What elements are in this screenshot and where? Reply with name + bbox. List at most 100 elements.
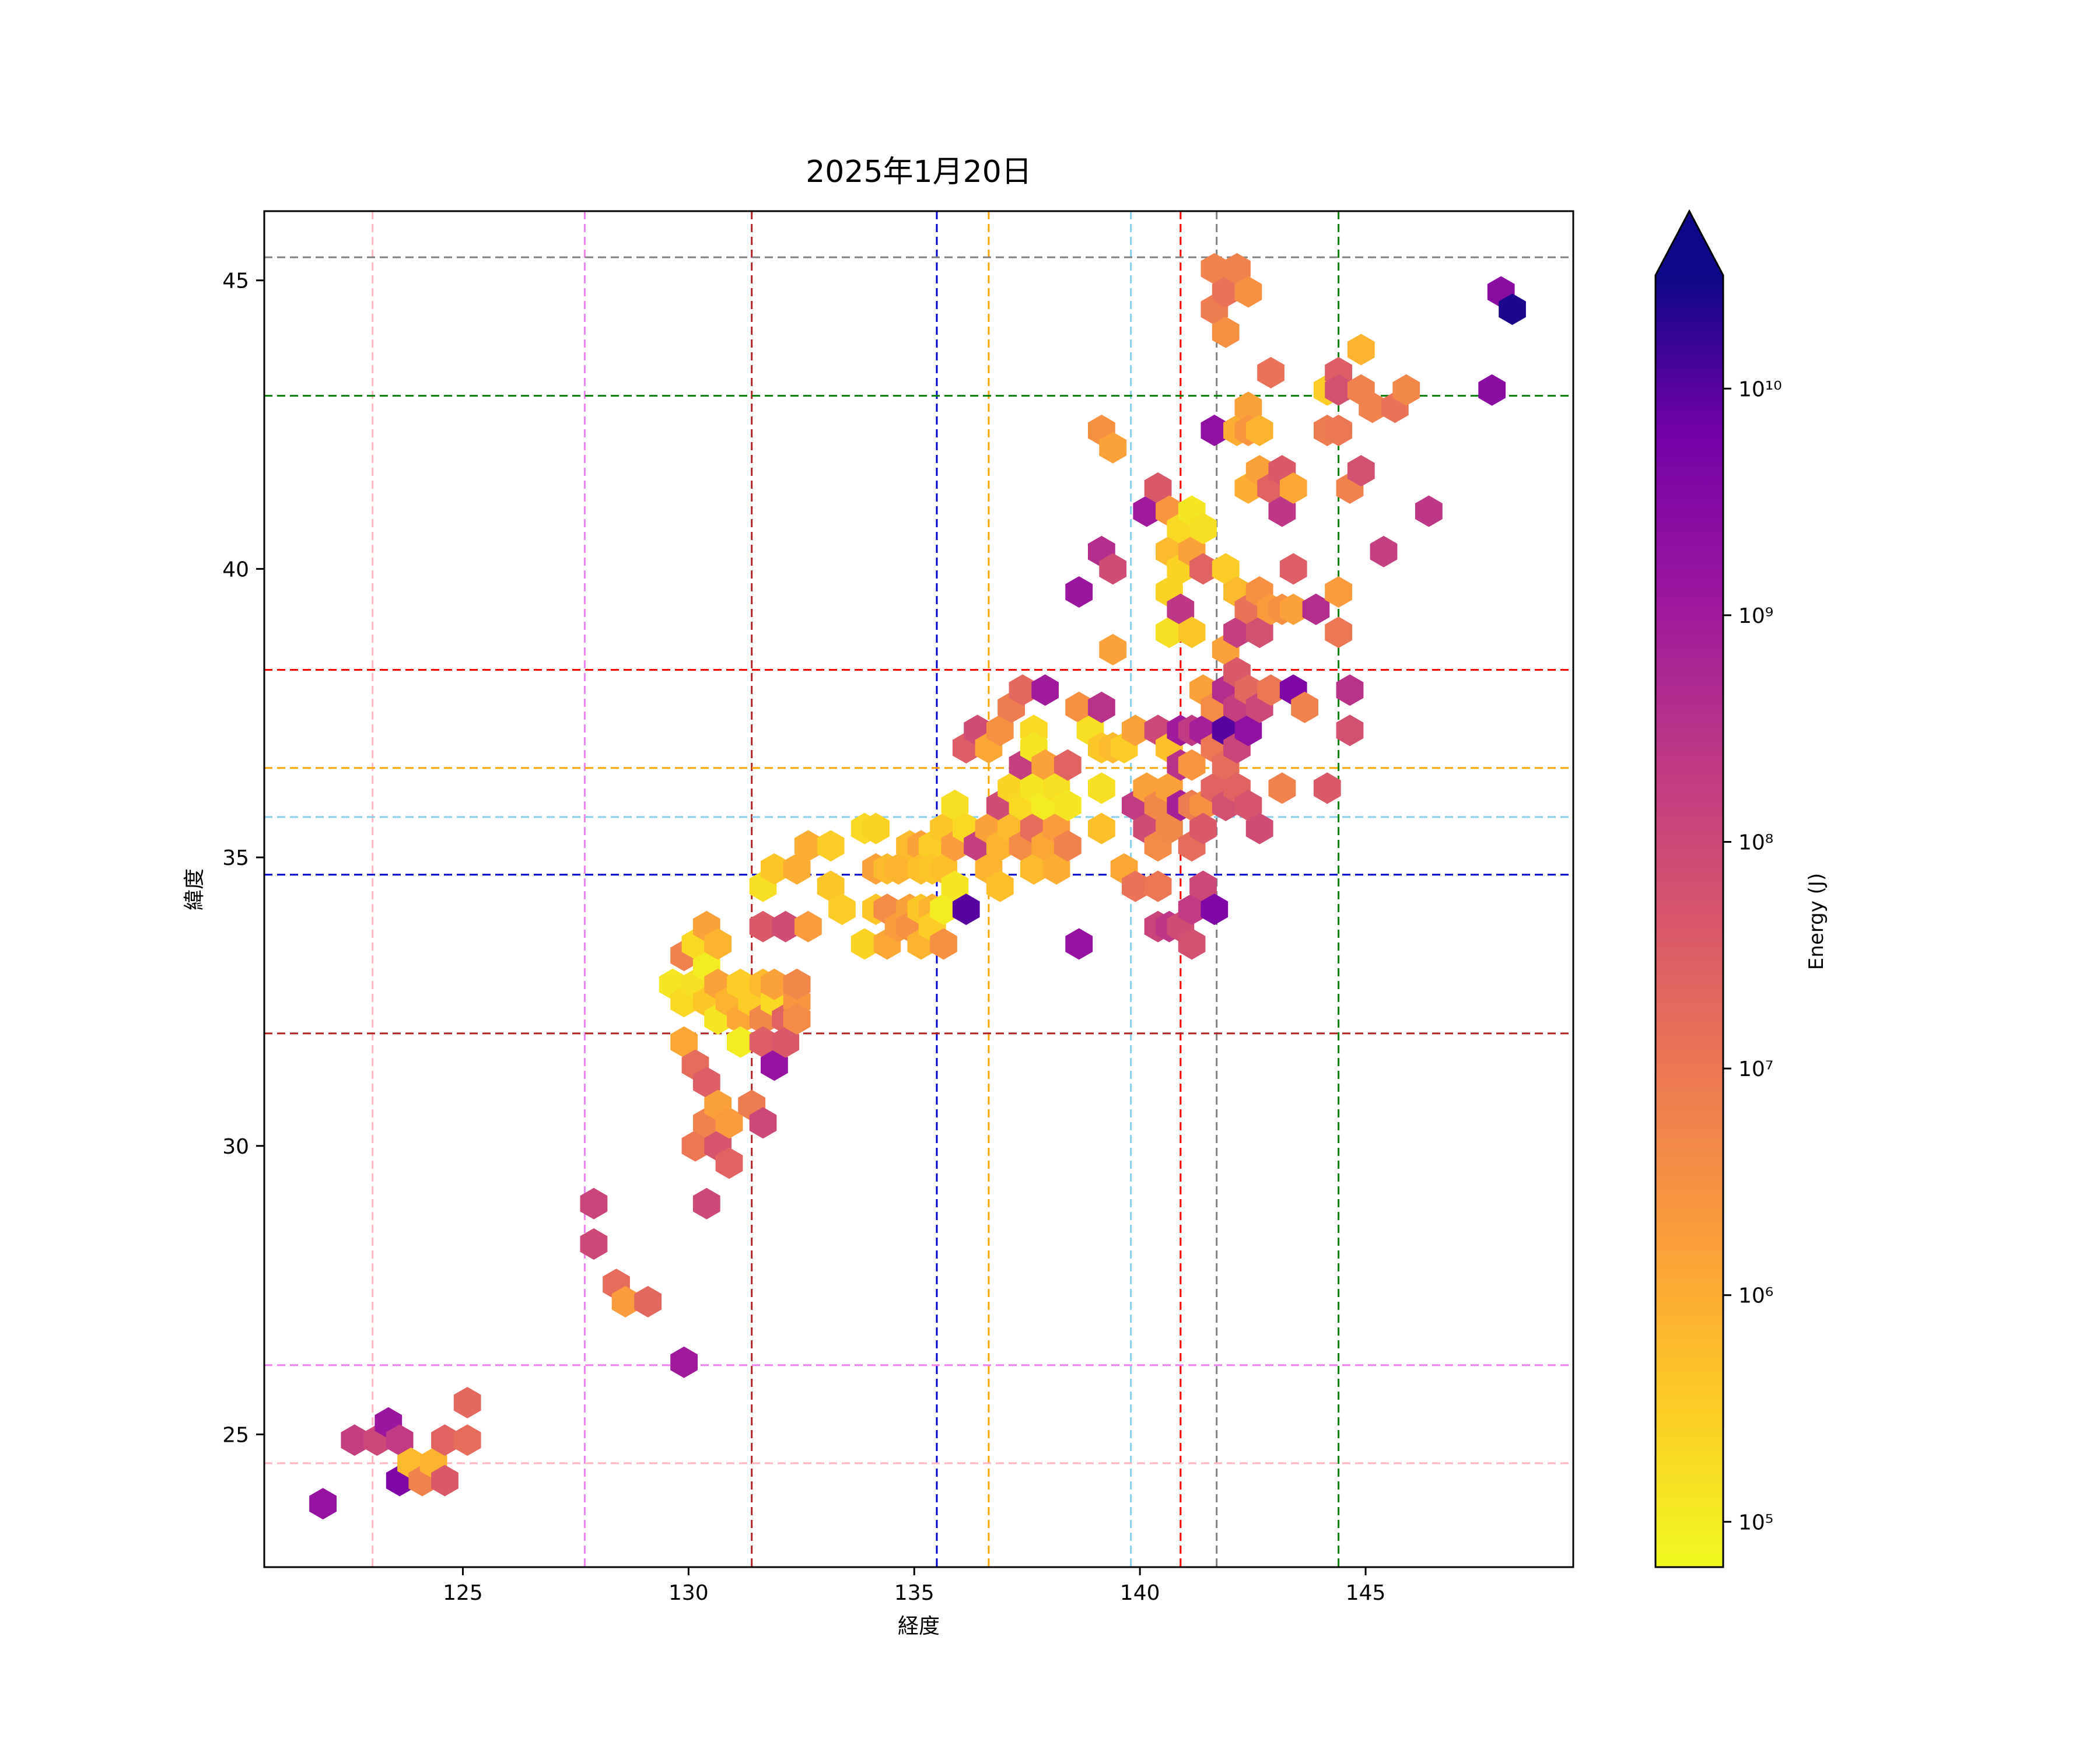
hex-cell-1	[341, 1424, 369, 1456]
x-tick-label-2: 135	[894, 1581, 935, 1605]
hex-cell-111	[1009, 674, 1037, 706]
hex-cell-119	[1020, 853, 1048, 885]
hex-cell-62	[783, 853, 811, 885]
hex-cell-254	[1359, 391, 1386, 423]
hex-cell-247	[1325, 616, 1352, 649]
hex-cell-54	[761, 968, 788, 1000]
hex-cell-93	[941, 790, 969, 821]
y-tick-label-1: 30	[222, 1135, 249, 1159]
hex-cell-48	[749, 1026, 777, 1058]
hex-cell-251	[1347, 334, 1375, 366]
hex-cell-57	[772, 1026, 800, 1058]
hex-cell-250	[1336, 714, 1364, 747]
hex-cell-156	[1144, 870, 1172, 902]
hex-cell-14	[580, 1228, 608, 1260]
hex-cell-258	[1415, 495, 1443, 527]
y-tick-label-2: 35	[222, 846, 249, 870]
y-axis-label: 緯度	[183, 868, 206, 910]
hex-cell-0	[309, 1488, 337, 1520]
hex-cell-168	[1167, 593, 1195, 625]
hex-cell-177	[1178, 749, 1206, 781]
hex-cell-140	[1099, 432, 1127, 464]
hex-cell-50	[749, 910, 777, 942]
hex-cell-128	[1054, 790, 1082, 821]
hex-cell-182	[1189, 513, 1217, 545]
hex-cell-127	[1054, 749, 1082, 781]
hex-cell-236	[1279, 593, 1307, 625]
hex-cell-218	[1234, 714, 1262, 747]
hex-cell-132	[1065, 928, 1093, 960]
hex-cell-91	[930, 893, 957, 926]
hex-cell-66	[817, 870, 845, 902]
hex-cell-229	[1257, 674, 1284, 706]
hex-cell-129	[1054, 830, 1082, 862]
hex-cell-196	[1212, 276, 1240, 308]
colorbar-tick-label-3: 10⁸	[1738, 831, 1773, 854]
y-axis: 25 30 35 40 45	[222, 269, 264, 1447]
hex-cell-225	[1245, 812, 1273, 845]
hex-cell-39	[715, 1107, 743, 1139]
hex-cell-10	[431, 1424, 459, 1456]
hex-cell-219	[1234, 790, 1262, 821]
hex-cell-17	[634, 1285, 662, 1317]
hex-cell-161	[1156, 616, 1183, 649]
hex-cell-245	[1325, 415, 1352, 446]
hex-cell-242	[1313, 772, 1341, 804]
hex-cell-33	[704, 928, 732, 960]
hex-cell-195	[1200, 893, 1228, 926]
hex-cell-55	[761, 853, 788, 885]
x-axis: 125 130 135 140 145	[443, 1567, 1385, 1605]
colorbar-tick-label-0: 10⁵	[1738, 1511, 1773, 1534]
hex-cell-261	[1499, 293, 1526, 325]
colorbar-ticks: 10⁵ 10⁶ 10⁷ 10⁸ 10⁹ 10¹⁰	[1723, 377, 1782, 1534]
hex-cell-92	[930, 928, 957, 960]
hexbin-cells	[309, 253, 1526, 1520]
plot-frame	[263, 210, 1574, 1568]
hex-cell-65	[817, 830, 845, 862]
x-tick-label-4: 145	[1346, 1581, 1386, 1605]
hex-cell-126	[1042, 853, 1070, 885]
hex-cell-77	[884, 853, 912, 885]
hex-cell-26	[681, 1130, 709, 1162]
y-tick-label-0: 25	[222, 1423, 249, 1447]
colorbar-tick-label-2: 10⁷	[1738, 1057, 1773, 1081]
y-tick-label-3: 40	[222, 558, 249, 581]
hex-cell-61	[783, 968, 811, 1000]
hex-cell-188	[1189, 870, 1217, 902]
hex-cell-107	[986, 870, 1014, 902]
hex-cell-60	[783, 1003, 811, 1035]
hex-cell-181	[1178, 928, 1206, 960]
hex-cell-239	[1302, 593, 1330, 625]
hex-cell-183	[1189, 553, 1217, 585]
hex-cell-231	[1268, 495, 1296, 527]
colorbar-tick-label-1: 10⁶	[1738, 1284, 1773, 1308]
hex-cell-104	[986, 714, 1014, 747]
hex-cell-197	[1212, 316, 1240, 348]
x-axis-label: 経度	[898, 1614, 940, 1638]
hex-cell-257	[1392, 374, 1420, 406]
hex-cell-11	[453, 1424, 481, 1456]
colorbar-tick-label-5: 10¹⁰	[1738, 377, 1782, 401]
hex-cell-149	[1133, 495, 1161, 527]
hex-cell-238	[1291, 691, 1318, 723]
y-tick-label-4: 45	[222, 269, 249, 293]
colorbar-tick-label-4: 10⁹	[1738, 604, 1773, 628]
hex-cell-234	[1279, 472, 1307, 504]
hex-cell-189	[1200, 253, 1228, 285]
hex-cell-259	[1478, 374, 1506, 406]
hex-cell-180	[1178, 893, 1206, 926]
hex-cell-148	[1122, 870, 1149, 902]
hex-cell-249	[1336, 674, 1364, 706]
hex-cell-64	[794, 830, 822, 862]
colorbar-label: Energy (J)	[1805, 873, 1828, 970]
hex-cell-5	[386, 1424, 414, 1456]
hex-cell-70	[862, 812, 890, 845]
hex-cell-18	[670, 1346, 698, 1378]
hex-cell-175	[1178, 616, 1206, 649]
hex-cell-67	[828, 893, 856, 926]
hex-cell-121	[1031, 749, 1059, 781]
hex-cell-141	[1099, 553, 1127, 585]
hex-cell-69	[850, 928, 878, 960]
hex-cell-40	[715, 1147, 743, 1179]
